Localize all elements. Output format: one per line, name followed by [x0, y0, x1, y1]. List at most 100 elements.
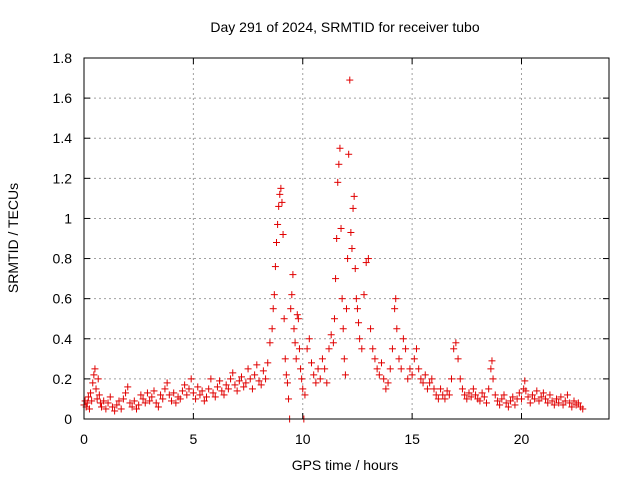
- data-point: [133, 405, 140, 413]
- data-point: [148, 393, 156, 401]
- data-point: [337, 224, 345, 232]
- data-point: [181, 381, 189, 389]
- data-point: [269, 305, 277, 313]
- data-point: [353, 305, 361, 313]
- data-point: [434, 395, 442, 403]
- data-point: [295, 345, 303, 353]
- data-points: [80, 76, 587, 423]
- data-point: [281, 355, 289, 363]
- data-point: [119, 395, 127, 403]
- data-point: [445, 391, 453, 399]
- data-point: [350, 192, 358, 200]
- axis-ticks: 0 0.2 0.4 0.6 0.8 1 1.2 1.4 1.6 1.8 0 5 10 15 20: [53, 50, 609, 447]
- data-point: [178, 387, 186, 395]
- y-tick-label: 0.8: [53, 251, 73, 267]
- y-tick-label: 0.6: [53, 291, 73, 307]
- data-point: [218, 387, 226, 395]
- data-point: [491, 391, 499, 399]
- data-point: [348, 245, 356, 253]
- data-point: [439, 391, 447, 399]
- data-point: [93, 395, 101, 403]
- data-point: [238, 373, 245, 381]
- data-point: [130, 397, 138, 405]
- data-point: [555, 399, 563, 407]
- data-point: [165, 391, 173, 399]
- data-point: [115, 397, 123, 405]
- data-point: [128, 403, 136, 411]
- data-point: [410, 355, 418, 363]
- data-point: [222, 381, 230, 389]
- data-point: [531, 395, 539, 403]
- plot-frame: [83, 57, 610, 420]
- data-point: [579, 405, 587, 413]
- data-point: [488, 357, 496, 365]
- data-point: [305, 335, 313, 343]
- data-point: [271, 263, 279, 271]
- data-point: [122, 389, 130, 397]
- data-point: [318, 355, 326, 363]
- data-point: [450, 345, 458, 353]
- data-point: [262, 375, 270, 383]
- data-point: [91, 365, 99, 373]
- data-point: [209, 389, 217, 397]
- data-point: [483, 399, 490, 407]
- data-point: [298, 375, 306, 383]
- data-point: [192, 395, 200, 403]
- data-point: [143, 389, 151, 397]
- data-point: [224, 385, 232, 393]
- x-axis-label: GPS time / hours: [292, 457, 399, 473]
- data-point: [293, 311, 301, 319]
- data-point: [253, 361, 261, 369]
- data-point: [371, 355, 379, 363]
- data-point: [448, 375, 455, 383]
- data-point: [378, 359, 385, 367]
- data-point: [154, 403, 162, 411]
- data-point: [553, 395, 560, 403]
- data-point: [259, 367, 267, 375]
- data-point: [274, 220, 282, 228]
- x-tick-label: 5: [189, 431, 197, 447]
- data-point: [478, 389, 486, 397]
- data-point: [557, 393, 565, 401]
- data-point: [421, 371, 429, 379]
- data-point: [356, 335, 364, 343]
- data-point: [358, 345, 366, 353]
- data-point: [126, 399, 134, 407]
- data-point: [441, 395, 449, 403]
- data-point: [341, 371, 349, 379]
- data-point: [408, 371, 416, 379]
- data-point: [314, 365, 322, 373]
- data-point: [413, 345, 420, 353]
- data-point: [518, 395, 525, 403]
- data-point: [83, 399, 91, 407]
- data-point: [257, 381, 265, 389]
- data-point: [198, 387, 206, 395]
- data-point: [351, 265, 359, 273]
- data-point: [246, 375, 254, 383]
- data-point: [367, 325, 375, 333]
- data-point: [240, 383, 248, 391]
- data-point: [108, 403, 116, 411]
- data-point: [509, 393, 517, 401]
- data-point: [485, 385, 493, 393]
- data-point: [395, 355, 403, 363]
- data-point: [285, 395, 293, 403]
- data-point: [561, 397, 569, 405]
- y-tick-label: 0.2: [53, 371, 73, 387]
- data-point: [194, 383, 202, 391]
- y-axis-label: SRMTID / TECUs: [5, 183, 21, 293]
- data-point: [106, 393, 114, 401]
- data-point: [220, 391, 228, 399]
- data-point: [168, 397, 175, 405]
- data-point: [333, 235, 341, 242]
- data-point: [279, 230, 287, 238]
- data-point: [507, 397, 515, 405]
- data-point: [292, 355, 300, 363]
- data-point: [399, 335, 407, 343]
- data-point: [476, 397, 484, 405]
- data-point: [343, 305, 350, 313]
- data-point: [308, 359, 315, 367]
- data-point: [496, 401, 504, 409]
- data-point: [566, 399, 574, 407]
- data-point: [338, 295, 346, 303]
